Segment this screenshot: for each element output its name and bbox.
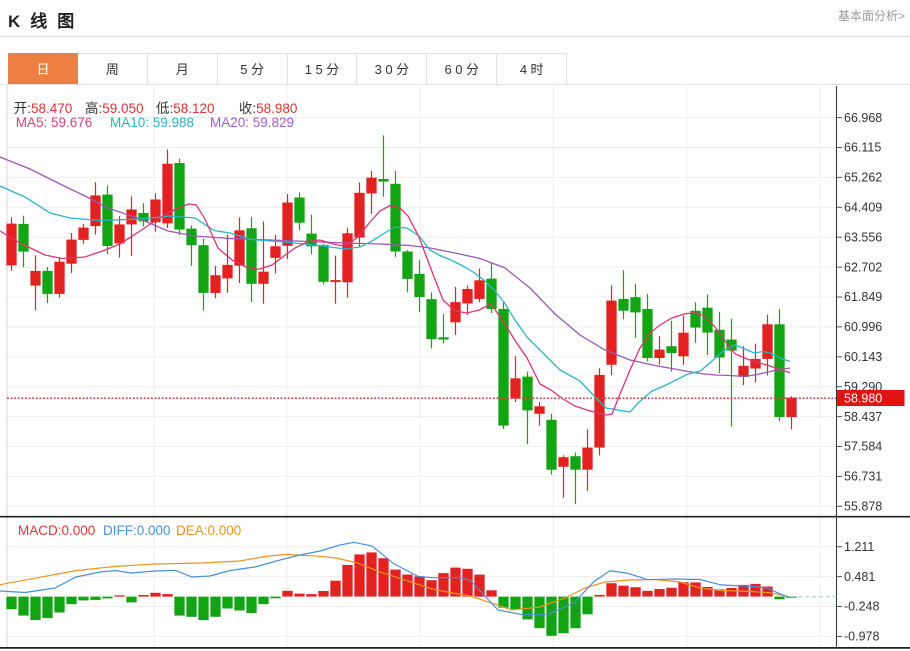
svg-text:1.211: 1.211: [844, 540, 874, 554]
svg-text:60.143: 60.143: [844, 350, 882, 364]
svg-text:55.878: 55.878: [844, 500, 882, 514]
svg-text:66.968: 66.968: [844, 111, 882, 125]
svg-text:65.262: 65.262: [844, 171, 882, 185]
svg-text:62.702: 62.702: [844, 260, 882, 274]
svg-text:58.437: 58.437: [844, 410, 882, 424]
svg-text:63.556: 63.556: [844, 230, 882, 244]
svg-text:57.584: 57.584: [844, 440, 882, 454]
svg-text:66.115: 66.115: [844, 141, 881, 155]
svg-text:-0.978: -0.978: [844, 630, 879, 644]
svg-text:64.409: 64.409: [844, 201, 882, 215]
svg-text:61.849: 61.849: [844, 290, 882, 304]
svg-text:-0.248: -0.248: [844, 600, 879, 614]
svg-text:0.481: 0.481: [844, 570, 875, 584]
svg-text:58.980: 58.980: [844, 392, 882, 406]
svg-text:60.996: 60.996: [844, 320, 882, 334]
svg-text:56.731: 56.731: [844, 470, 882, 484]
